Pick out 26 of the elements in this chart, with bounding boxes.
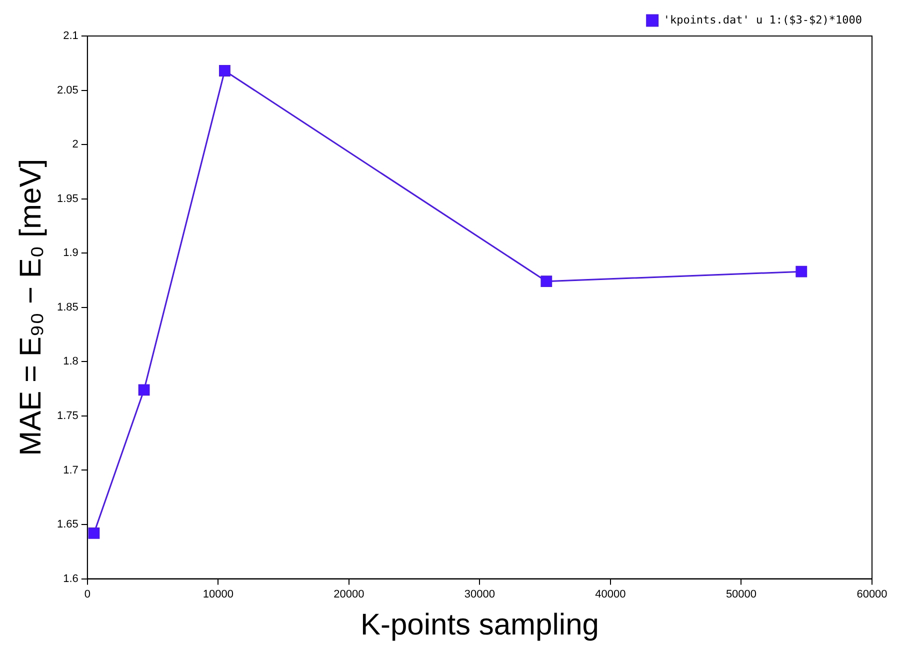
x-tick-label: 30000 [464,588,495,600]
point [219,65,230,76]
y-tick-label: 1.6 [63,572,78,585]
x-tick-label: 60000 [856,588,888,600]
y-tick-label: 2 [72,138,78,151]
y-tick-label: 1.65 [56,518,78,531]
x-tick-label: 10000 [202,588,234,600]
point [796,266,808,278]
x-tick-label: 0 [84,588,90,600]
point [138,384,150,396]
y-tick-label: 2.05 [56,84,78,96]
x-axis-title: K-points sampling [360,608,599,642]
legend-label: 'kpoints.dat' u 1:($3-$2)*1000 [663,13,862,26]
x-tick-label: 40000 [595,588,626,600]
x-tick-label: 50000 [726,588,757,600]
y-tick-label: 1.7 [63,464,78,476]
y-tick-label: 1.75 [56,410,78,422]
y-axis-title: MAE = E₉₀ − E₀ [meV] [14,158,48,456]
point [540,276,552,288]
point [88,528,100,539]
y-tick-label: 2.1 [63,30,78,42]
y-tick-label: 1.85 [56,301,78,314]
y-tick-label: 1.8 [63,356,78,368]
x-tick-label: 20000 [334,588,364,600]
y-tick-label: 1.95 [56,192,78,205]
y-tick-label: 1.9 [63,247,78,260]
